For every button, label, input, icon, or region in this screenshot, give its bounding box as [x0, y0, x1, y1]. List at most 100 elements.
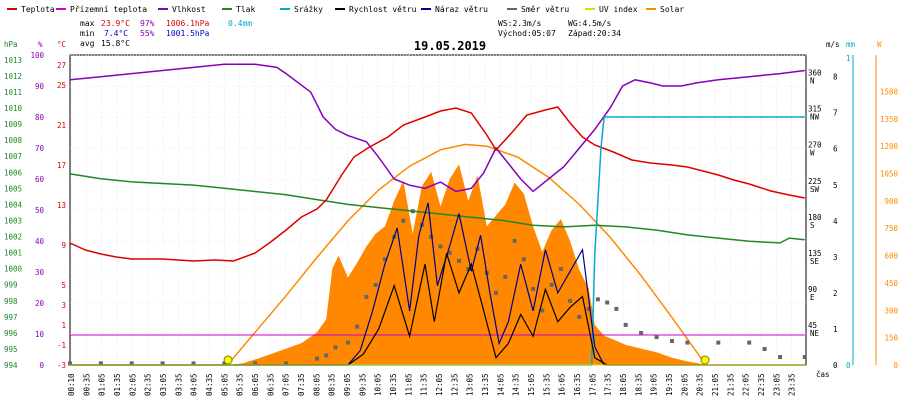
wind-dir-point-12	[355, 324, 360, 329]
wind-dir-point-46	[716, 340, 721, 345]
stat-min-press: 1001.5hPa	[166, 29, 210, 38]
dir-tick-name-2: W	[810, 149, 815, 158]
time-label-16: 08:05	[312, 373, 321, 396]
wind-dir-point-1	[98, 361, 103, 366]
wind-dir-point-32	[540, 308, 545, 313]
wind-dir-point-5	[222, 361, 227, 366]
time-label-34: 17:05	[588, 373, 597, 396]
wind-dir-point-28	[503, 274, 508, 279]
wind-dir-point-22	[447, 250, 452, 255]
w-tick-6: 600	[884, 252, 898, 261]
mm-unit: mm	[846, 40, 856, 49]
hpa-tick-12: 1001	[4, 249, 22, 258]
legend-label-9: Solar	[660, 5, 684, 14]
time-label-7: 03:35	[174, 373, 183, 396]
legend-label-4: Srážky	[294, 5, 323, 14]
dir-tick-deg-5: 135	[808, 249, 822, 258]
time-label-31: 15:35	[542, 373, 551, 396]
time-label-28: 14:05	[496, 373, 505, 396]
dir-tick-deg-1: 315	[808, 105, 822, 114]
pct-tick-9: 10	[35, 330, 45, 339]
time-label-22: 11:05	[404, 373, 413, 396]
ms-tick-2: 6	[833, 145, 838, 154]
dir-tick-name-4: S	[810, 221, 815, 230]
time-label-27: 13:35	[481, 373, 490, 396]
sun-marker-1	[700, 355, 710, 365]
wind-dir-point-11	[345, 340, 350, 345]
time-label-18: 09:05	[343, 373, 352, 396]
solar-area	[70, 164, 805, 365]
hpa-tick-15: 998	[4, 297, 18, 306]
legend-label-2: Vlhkost	[172, 5, 206, 14]
pct-tick-8: 20	[35, 299, 45, 308]
legend-label-5: Rychlost větru	[349, 5, 417, 14]
wind-gust-line	[70, 202, 805, 366]
temp-tick-7: 1	[61, 321, 66, 330]
stat-min-hum: 55%	[140, 29, 155, 38]
wind-dir-point-50	[802, 355, 807, 359]
time-label-39: 19:35	[665, 373, 674, 396]
hpa-tick-9: 1004	[4, 200, 23, 209]
pct-tick-5: 50	[35, 206, 45, 215]
w-tick-4: 900	[884, 197, 898, 206]
time-label-46: 23:05	[772, 373, 781, 396]
temp-tick-6: 5	[61, 281, 66, 290]
temp-tick-2: 21	[57, 121, 66, 130]
ms-tick-1: 7	[833, 109, 838, 118]
ms-tick-5: 3	[833, 253, 838, 262]
time-label-30: 15:05	[527, 373, 536, 396]
hpa-tick-8: 1005	[4, 184, 22, 193]
wind-dir-point-34	[558, 266, 563, 271]
hpa-tick-14: 999	[4, 281, 18, 290]
temp-tick-mid-1: -1	[57, 341, 66, 350]
time-label-33: 16:35	[573, 373, 582, 396]
legend-label-8: UV index	[599, 5, 638, 14]
time-label-37: 18:35	[634, 373, 643, 396]
stat-wg: WG:4.5m/s	[568, 19, 612, 28]
stats-block: max 23.9°C 97% 1006.1hPa 0.4mm min 7.4°C…	[80, 19, 621, 48]
wind-dir-point-7	[284, 361, 289, 366]
temp-tick-mid-0: 3	[61, 301, 66, 310]
time-label-36: 18:05	[619, 373, 628, 396]
dir-tick-name-5: SE	[810, 257, 820, 266]
wind-dir-point-43	[654, 335, 659, 339]
wind-dir-point-44	[670, 339, 674, 343]
wind-dir-point-14	[373, 282, 378, 287]
time-label-26: 13:05	[466, 373, 475, 396]
wind-dir-point-17	[401, 218, 406, 223]
pct-tick-4: 60	[35, 175, 45, 184]
ms-tick-7: 1	[833, 325, 838, 334]
w-tick-2: 1200	[880, 142, 899, 151]
wind-dir-point-36	[577, 314, 582, 319]
wind-dir-point-48	[762, 347, 767, 351]
time-label-43: 21:35	[726, 373, 735, 396]
time-label-11: 05:35	[236, 373, 245, 396]
time-label-14: 07:05	[282, 373, 291, 396]
wind-dir-point-30	[521, 257, 526, 262]
time-label-2: 01:05	[98, 373, 107, 396]
w-tick-0: 1500	[880, 87, 899, 96]
stat-avg-temp: 15.8°C	[101, 39, 130, 48]
wind-dir-point-27	[494, 290, 498, 295]
pct-unit: %	[38, 40, 43, 49]
wind-dir-point-40	[614, 306, 619, 311]
wind-dir-point-37	[586, 306, 591, 311]
wind-dir-point-6	[253, 361, 258, 366]
stat-min-temp: 7.4°C	[104, 29, 128, 38]
wind-dir-point-49	[778, 355, 783, 359]
wind-dir-point-20	[429, 234, 434, 239]
time-label-5: 02:35	[144, 373, 153, 396]
hpa-tick-10: 1003	[4, 216, 22, 225]
hpa-tick-1: 1012	[4, 72, 22, 81]
stat-sunrise: Východ:05:07	[498, 29, 556, 38]
dir-tick-name-6: E	[810, 293, 815, 302]
time-label-8: 04:05	[190, 373, 199, 396]
pressure-line	[69, 173, 805, 244]
ms-tick-0: 8	[833, 73, 838, 82]
wind-speed-line	[70, 253, 805, 366]
ms-tick-3: 5	[833, 181, 838, 190]
dir-tick-name-0: N	[810, 77, 815, 86]
hpa-tick-11: 1002	[4, 233, 22, 242]
temp-tick-3: 17	[57, 161, 66, 170]
